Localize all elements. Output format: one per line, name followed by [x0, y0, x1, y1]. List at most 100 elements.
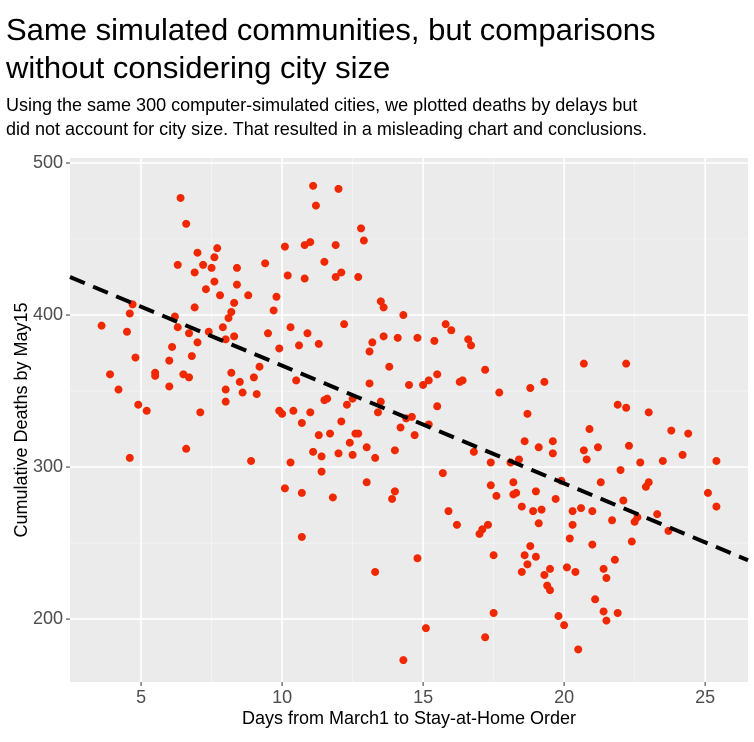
data-point: [447, 326, 456, 335]
data-point: [653, 510, 662, 519]
data-point: [323, 394, 332, 403]
data-point: [413, 554, 422, 563]
data-point: [106, 370, 115, 379]
data-point: [314, 431, 323, 440]
data-point: [227, 307, 236, 316]
data-point: [548, 449, 557, 458]
data-point: [311, 201, 320, 210]
data-point: [297, 532, 306, 541]
y-tick-label: 400: [33, 304, 63, 324]
data-point: [230, 332, 239, 341]
data-point: [255, 362, 264, 371]
data-point: [309, 447, 318, 456]
x-tick-label: 25: [695, 687, 715, 707]
data-point: [379, 303, 388, 312]
data-point: [464, 335, 473, 344]
y-tick-label: 500: [33, 152, 63, 172]
data-point: [551, 494, 560, 503]
data-point: [280, 484, 289, 493]
data-point: [540, 377, 549, 386]
data-point: [252, 390, 261, 399]
data-point: [588, 507, 597, 516]
data-point: [278, 409, 287, 418]
data-point: [568, 520, 577, 529]
data-point: [399, 311, 408, 320]
data-point: [190, 303, 199, 312]
data-point: [492, 491, 501, 500]
data-point: [373, 408, 382, 417]
data-point: [182, 444, 191, 453]
data-point: [667, 426, 676, 435]
data-point: [523, 560, 532, 569]
data-point: [526, 384, 535, 393]
data-point: [331, 273, 340, 282]
data-point: [469, 447, 478, 456]
data-point: [275, 344, 284, 353]
data-point: [591, 595, 600, 604]
data-point: [684, 429, 693, 438]
data-point: [354, 429, 363, 438]
data-point: [207, 263, 216, 272]
data-point: [644, 408, 653, 417]
data-point: [495, 388, 504, 397]
data-point: [300, 274, 309, 283]
data-point: [577, 504, 586, 513]
data-point: [441, 320, 450, 329]
data-point: [529, 507, 538, 516]
data-point: [365, 347, 374, 356]
data-point: [627, 537, 636, 546]
data-point: [531, 487, 540, 496]
data-point: [131, 353, 140, 362]
data-point: [579, 359, 588, 368]
data-point: [365, 379, 374, 388]
data-point: [247, 456, 256, 465]
data-point: [452, 520, 461, 529]
data-point: [568, 507, 577, 516]
data-point: [185, 373, 194, 382]
data-point: [334, 449, 343, 458]
data-point: [388, 494, 397, 503]
data-point: [644, 478, 653, 487]
data-point: [317, 467, 326, 476]
data-point: [486, 458, 495, 467]
data-point: [193, 338, 202, 347]
data-point: [523, 409, 532, 418]
data-point: [125, 453, 134, 462]
data-point: [613, 400, 622, 409]
data-point: [232, 280, 241, 289]
data-point: [514, 455, 523, 464]
data-point: [467, 341, 476, 350]
data-point: [337, 268, 346, 277]
data-point: [221, 385, 230, 394]
data-point: [622, 403, 631, 412]
data-point: [478, 525, 487, 534]
data-point: [405, 380, 413, 389]
data-point: [602, 616, 611, 625]
data-point: [407, 412, 416, 421]
data-point: [444, 507, 453, 516]
data-point: [433, 402, 442, 411]
data-point: [371, 567, 380, 576]
data-point: [613, 608, 622, 617]
data-point: [636, 458, 645, 467]
chart-title: without considering city size: [5, 50, 390, 85]
data-point: [399, 656, 408, 665]
data-point: [199, 260, 208, 269]
data-point: [438, 469, 447, 478]
data-point: [588, 540, 597, 549]
data-point: [712, 502, 721, 511]
data-point: [616, 466, 625, 475]
data-point: [176, 193, 185, 202]
data-point: [393, 333, 402, 342]
data-point: [340, 320, 349, 329]
x-tick-label: 10: [272, 687, 292, 707]
data-point: [481, 365, 490, 374]
data-point: [385, 362, 394, 371]
data-point: [419, 380, 428, 389]
data-point: [213, 244, 222, 253]
data-point: [357, 224, 366, 233]
data-point: [410, 431, 419, 440]
data-point: [122, 327, 131, 336]
data-point: [599, 564, 608, 573]
data-point: [97, 321, 106, 330]
